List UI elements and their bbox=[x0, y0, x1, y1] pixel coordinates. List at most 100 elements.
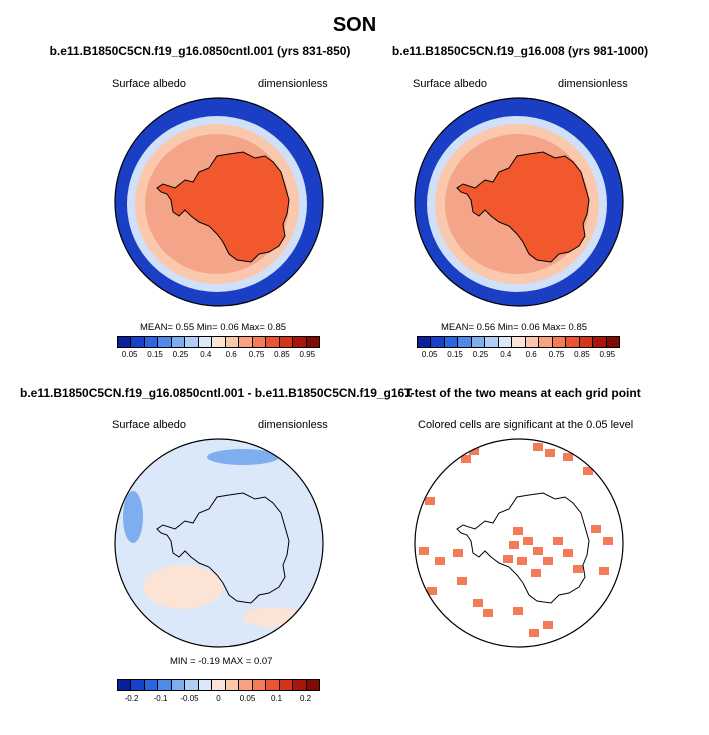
colorbar-swatch bbox=[118, 680, 132, 690]
colorbar-swatch bbox=[293, 337, 307, 347]
colorbar-tick-label: 0.6 bbox=[225, 350, 237, 359]
panel-3-variable-label: Surface albedo bbox=[112, 419, 186, 431]
colorbar-swatch bbox=[185, 680, 199, 690]
colorbar-tick-label: 0.05 bbox=[239, 694, 256, 703]
significant-cell bbox=[591, 525, 601, 533]
colorbar-tick-label: 0.95 bbox=[599, 350, 616, 359]
panel-1-stats: MEAN= 0.55 Min= 0.06 Max= 0.85 bbox=[140, 322, 287, 333]
map-border bbox=[414, 97, 624, 307]
significant-cell bbox=[529, 629, 539, 637]
colorbar-tick-label: 0.4 bbox=[200, 350, 212, 359]
panel-2-units-label: dimensionless bbox=[558, 78, 628, 90]
significant-cell bbox=[513, 527, 523, 535]
panel-1-title: b.e11.B1850C5CN.f19_g16.0850cntl.001 (yr… bbox=[49, 44, 351, 58]
colorbar-swatch bbox=[252, 680, 267, 690]
colorbar-swatch bbox=[198, 680, 213, 690]
colorbar-swatch bbox=[293, 680, 307, 690]
colorbar-swatch bbox=[212, 680, 226, 690]
panel-3-colorbar bbox=[117, 679, 320, 691]
map-field bbox=[415, 98, 623, 306]
negative-anomaly bbox=[123, 491, 143, 543]
colorbar-swatch bbox=[431, 337, 445, 347]
panel-2-variable-label: Surface albedo bbox=[413, 78, 487, 90]
colorbar-swatch bbox=[118, 337, 132, 347]
colorbar-swatch bbox=[579, 337, 594, 347]
significant-cell bbox=[533, 443, 543, 451]
panel-2-title: b.e11.B1850C5CN.f19_g16.008 (yrs 981-100… bbox=[391, 44, 649, 58]
panel-1-colorbar-ticks: 0.05 0.15 0.25 0.4 0.6 0.75 0.85 0.95 bbox=[117, 350, 320, 362]
significant-cell bbox=[523, 537, 533, 545]
significant-cell bbox=[453, 447, 463, 455]
colorbar-tick-label: 0.15 bbox=[147, 350, 163, 359]
colorbar-swatch bbox=[171, 680, 186, 690]
negative-anomaly bbox=[207, 449, 279, 465]
panel-4-title: T-test of the two means at each grid poi… bbox=[404, 386, 641, 400]
significant-cell bbox=[517, 557, 527, 565]
colorbar-swatch bbox=[512, 337, 526, 347]
difference-background bbox=[115, 439, 323, 647]
panel-3-colorbar-ticks: -0.2 -0.1 -0.05 0 0.05 0.1 0.2 bbox=[117, 694, 320, 706]
significant-cell bbox=[453, 549, 463, 557]
colorbar-swatch bbox=[225, 337, 240, 347]
antarctica-coastline bbox=[156, 151, 290, 263]
colorbar-swatch bbox=[198, 337, 213, 347]
colorbar-swatch bbox=[525, 337, 540, 347]
colorbar-swatch bbox=[185, 337, 199, 347]
panel-4-subtitle: Colored cells are significant at the 0.0… bbox=[418, 419, 634, 431]
figure-title: SON bbox=[332, 14, 377, 36]
colorbar-tick-label: 0.6 bbox=[525, 350, 537, 359]
colorbar-swatch bbox=[225, 680, 240, 690]
colorbar-tick-label: 0.25 bbox=[472, 350, 489, 359]
colorbar-tick-label: -0.2 bbox=[124, 694, 139, 703]
significant-cell bbox=[469, 447, 479, 455]
colorbar-swatch bbox=[418, 337, 432, 347]
significant-cell bbox=[563, 549, 573, 557]
colorbar-swatch bbox=[266, 680, 280, 690]
map-border bbox=[114, 97, 324, 307]
colorbar-swatch bbox=[158, 337, 172, 347]
antarctica-fill bbox=[457, 152, 589, 262]
significant-cell bbox=[461, 455, 471, 463]
colorbar-swatch bbox=[566, 337, 580, 347]
colorbar-swatch bbox=[539, 337, 553, 347]
colorbar-swatch bbox=[144, 337, 159, 347]
significant-cell bbox=[543, 557, 553, 565]
colorbar-tick-label: 0.1 bbox=[270, 694, 283, 703]
significant-cell bbox=[543, 621, 553, 629]
colorbar-swatch bbox=[239, 337, 253, 347]
colorbar-tick-label: 0.15 bbox=[447, 350, 463, 359]
panel-2-colorbar bbox=[417, 336, 620, 348]
significant-cell bbox=[583, 467, 593, 475]
panel-3-polar-map bbox=[114, 438, 324, 648]
colorbar-swatch bbox=[279, 337, 294, 347]
panel-3-stats: MIN = -0.19 MAX = 0.07 bbox=[170, 656, 273, 667]
panel-1-colorbar bbox=[117, 336, 320, 348]
panel-3-title: b.e11.B1850C5CN.f19_g16.0850cntl.001 - b… bbox=[20, 386, 412, 400]
significant-cell bbox=[531, 569, 541, 577]
antarctica-coastline bbox=[156, 492, 290, 604]
colorbar-swatch bbox=[471, 337, 486, 347]
significant-cell bbox=[425, 497, 435, 505]
significant-cell bbox=[573, 565, 583, 573]
panel-1-units-label: dimensionless bbox=[258, 78, 328, 90]
colorbar-swatch bbox=[606, 337, 620, 347]
significant-cell bbox=[513, 607, 523, 615]
significant-cell bbox=[509, 541, 519, 549]
antarctica-coastline bbox=[456, 492, 590, 604]
significant-cell bbox=[435, 557, 445, 565]
panel-2-colorbar-ticks: 0.05 0.15 0.25 0.4 0.6 0.75 0.85 0.95 bbox=[417, 350, 620, 362]
colorbar-swatch bbox=[306, 680, 320, 690]
colorbar-swatch bbox=[158, 680, 172, 690]
significant-cell bbox=[473, 599, 483, 607]
significant-cell bbox=[599, 567, 609, 575]
antarctica-fill bbox=[157, 152, 289, 262]
map-border bbox=[114, 438, 324, 648]
significant-cell bbox=[533, 547, 543, 555]
positive-anomaly bbox=[143, 565, 223, 609]
colorbar-swatch bbox=[131, 337, 145, 347]
significant-cell bbox=[483, 609, 493, 617]
significant-cell bbox=[503, 555, 513, 563]
colorbar-swatch bbox=[266, 337, 280, 347]
colorbar-swatch bbox=[593, 337, 607, 347]
colorbar-tick-label: 0.25 bbox=[172, 350, 189, 359]
